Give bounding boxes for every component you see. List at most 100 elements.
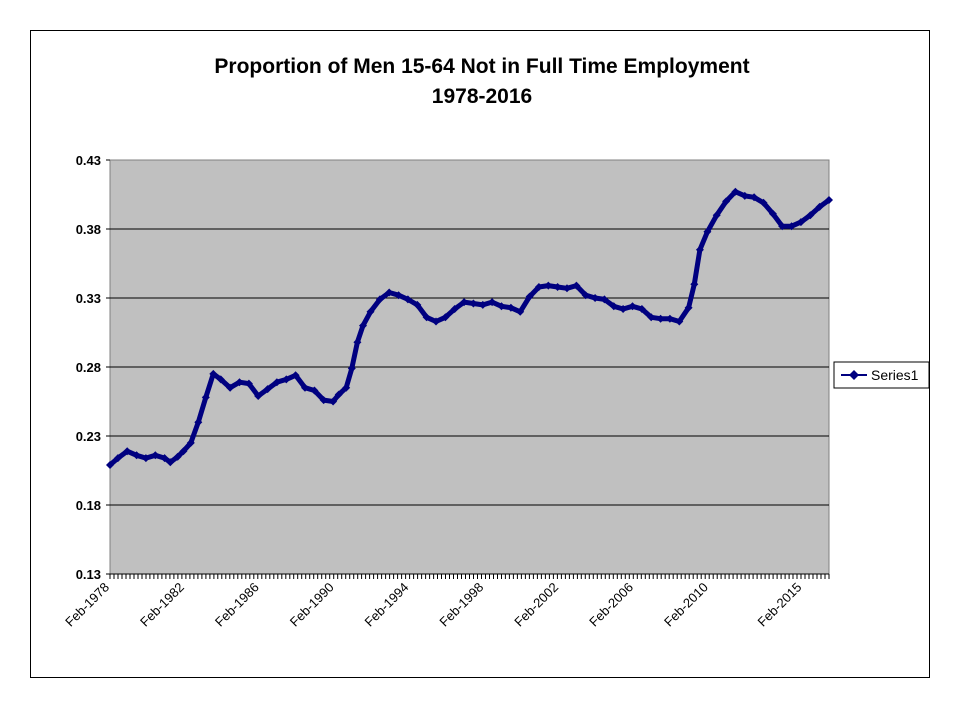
data-point [806,211,815,220]
data-point [359,321,367,330]
y-tick-label: 0.28 [76,360,101,375]
x-tick-label: Feb-2015 [755,579,805,629]
data-point [375,295,384,304]
legend: Series1 [833,361,929,389]
data-point [353,338,362,347]
data-point [712,211,721,220]
data-point [690,280,699,289]
x-axis: Feb-1978 Feb-1982 Feb-1986 Feb-1990 Feb-1994… [62,573,830,630]
data-point [478,300,487,309]
data-point [572,281,581,290]
data-point [106,461,114,469]
legend-marker-diamond-icon [849,370,859,380]
data-point [179,447,188,456]
data-point [581,291,590,300]
x-tick-label: Feb-1982 [137,580,187,630]
data-point [334,390,343,399]
data-point [469,299,478,308]
data-point [695,245,704,254]
x-tick-label: Feb-2006 [586,580,636,630]
data-point [422,313,431,322]
series-line-group [106,187,833,469]
data-point [160,454,169,463]
y-axis-ticks: 0.43 0.38 0.33 0.28 0.23 0.18 0.13 [76,153,110,582]
data-point [263,385,272,394]
data-point [722,197,731,206]
y-tick-label: 0.13 [76,567,101,582]
data-point [665,314,674,323]
chart-area: Proportion of Men 15-64 Not in Full Time… [30,30,930,678]
data-point [385,288,394,297]
chart-title: Proportion of Men 15-64 Not in Full Time… [214,55,749,78]
data-point [151,451,160,460]
data-point [544,281,553,290]
y-tick-label: 0.38 [76,222,101,237]
data-point [600,295,609,304]
data-point [291,371,300,380]
x-tick-label: Feb-1998 [436,580,486,630]
data-point [432,317,440,326]
x-tick-label: Feb-1978 [62,580,112,630]
data-point [216,375,225,384]
data-point [310,386,319,395]
chart-subtitle: 1978-2016 [432,85,532,108]
data-point [342,383,351,392]
data-point [778,222,787,231]
data-point [488,298,497,307]
x-tick-label: Feb-2002 [511,579,561,629]
data-point [450,305,459,313]
x-tick-label: Feb-1994 [362,579,412,629]
data-point [731,187,740,196]
data-point [815,202,824,211]
x-tick-label: Feb-1990 [287,580,337,630]
data-point [675,317,684,326]
data-point [637,305,646,313]
data-point [516,307,525,316]
data-point [201,393,210,402]
data-point [525,292,534,301]
data-point [460,298,469,307]
data-point [244,379,253,388]
data-point [235,378,244,387]
data-point [166,458,175,467]
data-point [497,302,506,311]
y-tick-label: 0.43 [76,153,101,168]
data-point [141,454,150,463]
data-point [759,198,768,207]
data-point [394,291,403,300]
legend-label-series1: Series1 [871,367,919,383]
data-point [301,383,309,392]
data-point [563,284,571,293]
y-tick-label: 0.23 [76,429,101,444]
y-tick-label: 0.33 [76,291,101,306]
data-point [768,209,777,218]
data-point [553,283,562,291]
data-point [209,369,218,378]
x-tick-label: Feb-1986 [212,580,262,630]
y-tick-label: 0.18 [76,498,101,513]
data-point [628,302,637,311]
data-point [787,222,796,231]
data-point [413,300,422,309]
data-point [347,364,356,373]
data-point [825,196,833,204]
data-point [796,218,805,227]
data-point [319,396,328,405]
data-point [282,375,291,384]
data-point [132,451,141,460]
data-point [656,314,665,323]
data-point [403,295,412,304]
data-point [186,438,195,447]
data-point [173,452,182,461]
data-point [226,383,235,392]
data-point [647,313,656,322]
data-point [194,418,203,427]
data-point [740,191,749,200]
data-point [619,305,628,313]
data-point [534,283,543,291]
data-point [591,294,600,302]
data-point [113,454,122,463]
data-point [366,307,375,316]
data-point [272,378,281,387]
data-point [703,227,712,236]
